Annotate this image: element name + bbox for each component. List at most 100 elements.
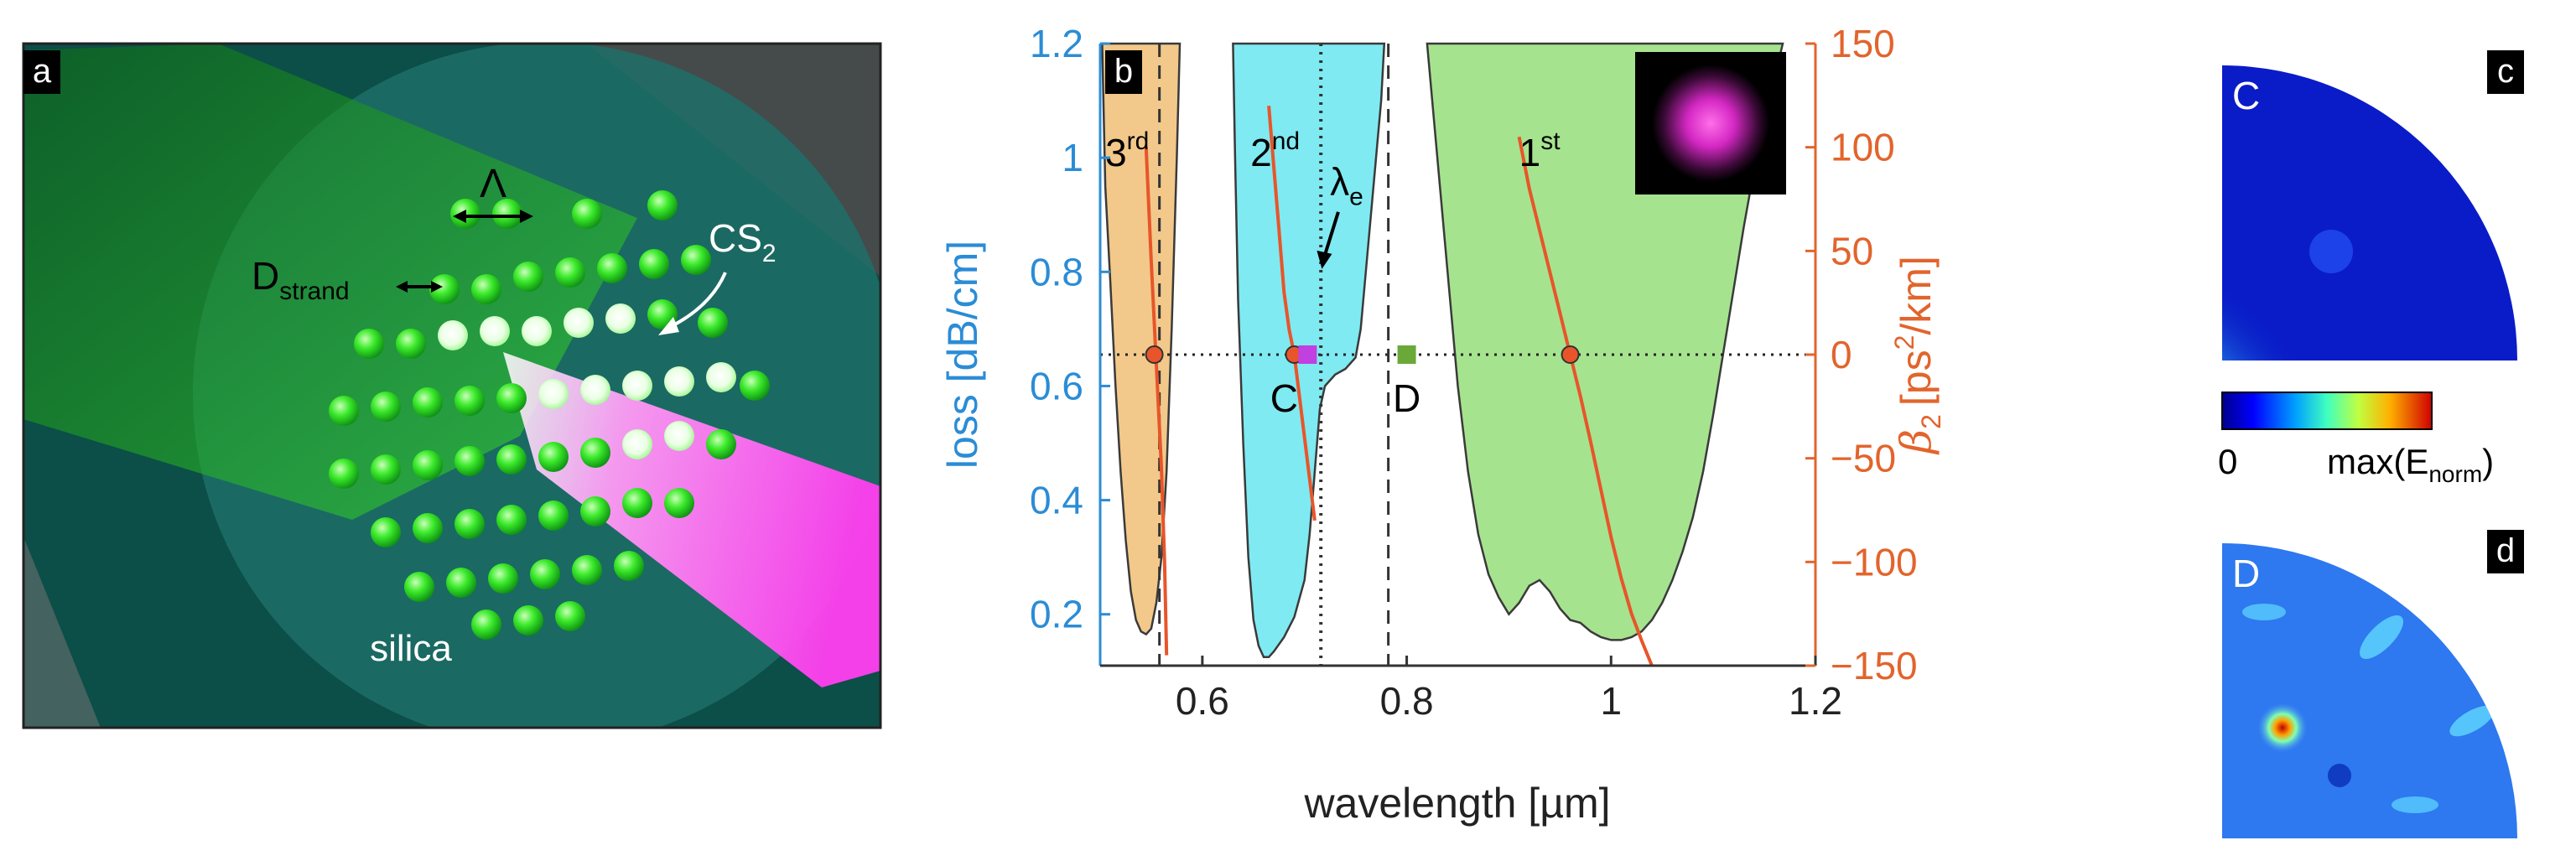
strand-sphere	[329, 459, 359, 489]
strand-sphere	[329, 396, 359, 426]
strand-sphere	[555, 601, 585, 631]
field-c-hotspot	[2222, 193, 2390, 360]
y-left-tick-label: 1	[1062, 136, 1083, 179]
panel-c-label: c	[2497, 53, 2514, 90]
strand-sphere	[404, 572, 434, 602]
lambda-e-arrow-head	[1317, 250, 1332, 269]
strand-sphere	[354, 329, 384, 359]
strand-sphere	[664, 421, 694, 451]
strand-sphere	[492, 199, 522, 229]
strand-sphere	[564, 308, 594, 338]
strand-sphere	[740, 371, 770, 401]
colorbar-gradient	[2221, 392, 2433, 430]
zdw-point-2	[1561, 345, 1580, 364]
marker-label-C: C	[1270, 376, 1298, 420]
output-beam	[503, 352, 880, 687]
lambda-label: Λ	[480, 162, 506, 206]
field-d-hotspot	[2257, 703, 2308, 753]
dispersion-curves	[1144, 106, 1654, 666]
strand-sphere	[580, 438, 610, 468]
x-tick-label: 0.6	[1176, 679, 1229, 723]
field-c-lobe	[2309, 230, 2353, 273]
strand-sphere	[538, 501, 569, 531]
beta2-curve-2nd	[1267, 106, 1317, 521]
marker-C	[1298, 345, 1317, 364]
panel-a-label-box	[23, 50, 60, 94]
y-left-tick-label: 0.8	[1030, 250, 1083, 293]
strand-sphere	[413, 450, 443, 480]
strand-sphere	[513, 605, 543, 635]
lambda-arrow-head-right	[520, 210, 533, 223]
strand-sphere	[664, 488, 694, 518]
band-label-1st: 1st	[1519, 127, 1561, 174]
strand-sphere	[480, 316, 510, 346]
beta2-curve-1st	[1517, 136, 1654, 666]
strand-sphere	[413, 513, 443, 543]
panel-c-label-box	[2487, 50, 2524, 94]
strand-sphere	[496, 505, 527, 535]
panel-c: C c	[2222, 50, 2524, 360]
band-label-3rd: 3rd	[1105, 127, 1149, 174]
colorbar-min-label: 0	[2218, 442, 2237, 481]
strand-sphere	[681, 245, 711, 275]
y-left-tick-label: 0.6	[1030, 364, 1083, 407]
strand-sphere	[572, 555, 602, 585]
d-strand-arrow-head-right	[431, 281, 443, 293]
strand-sphere	[647, 190, 678, 220]
strand-sphere	[572, 199, 602, 229]
field-d-label: D	[2232, 552, 2260, 595]
strand-sphere	[538, 442, 569, 472]
field-d-lobe-1	[2360, 615, 2403, 659]
x-tick-label: 1.2	[1789, 679, 1842, 723]
strand-sphere	[496, 444, 527, 475]
x-axis-title: wavelength [µm]	[1303, 780, 1610, 827]
y-left-tick-label: 0.2	[1030, 593, 1083, 636]
strand-sphere	[622, 371, 652, 401]
mode-inset-spot	[1652, 65, 1769, 182]
lambda-e-label: λe	[1330, 159, 1363, 210]
strand-sphere	[622, 429, 652, 459]
strand-sphere	[396, 329, 426, 359]
y-left-axis-title: loss [dB/cm]	[939, 241, 986, 469]
strand-sphere	[371, 392, 401, 422]
panel-a-frame	[22, 42, 882, 729]
panel-a: a Λ Dstrand CS2 silica	[22, 42, 882, 729]
y-right-axis-title: β2[ps2/km]	[1889, 256, 1946, 455]
field-d-lobe-2	[2449, 705, 2495, 737]
marker-label-D: D	[1393, 376, 1420, 420]
x-tick-label: 0.8	[1380, 679, 1434, 723]
panel-a-label: a	[33, 53, 52, 90]
y-left-tick-label: 0.4	[1030, 479, 1083, 522]
strand-sphere	[496, 383, 527, 413]
strand-sphere	[371, 454, 401, 485]
field-c-label: C	[2232, 74, 2260, 117]
y-right-tick-label: −50	[1831, 437, 1896, 480]
strand-sphere	[371, 517, 401, 547]
strand-sphere	[698, 308, 728, 338]
field-d-background	[2222, 543, 2517, 838]
strand-array	[329, 190, 770, 640]
field-d-lobe-3	[2242, 604, 2286, 620]
y-right-tick-label: −150	[1831, 644, 1918, 687]
strand-sphere	[605, 303, 636, 334]
strand-sphere	[614, 551, 644, 581]
strand-sphere	[622, 488, 652, 518]
strand-sphere	[664, 366, 694, 397]
strand-sphere	[438, 320, 468, 350]
strand-sphere	[522, 316, 552, 346]
strand-sphere	[513, 262, 543, 292]
lambda-e-arrow	[1323, 211, 1340, 256]
x-tick-label: 1	[1600, 679, 1622, 723]
d-strand-arrow-head-left	[396, 281, 408, 293]
silica-label: silica	[370, 628, 452, 669]
strand-sphere	[706, 429, 736, 459]
colorbar: 0 max(Enorm)	[2218, 392, 2494, 487]
y-right-tick-label: 50	[1831, 229, 1873, 272]
lambda-arrow-head-left	[453, 210, 466, 223]
y-right-tick-label: 100	[1831, 126, 1895, 169]
panel-a-floor	[23, 537, 101, 728]
cs2-arrow-head	[658, 317, 679, 335]
axes: 0.6 0.8 1 1.20.20.40.60.811.2−150−100−50050…	[1030, 22, 1918, 723]
